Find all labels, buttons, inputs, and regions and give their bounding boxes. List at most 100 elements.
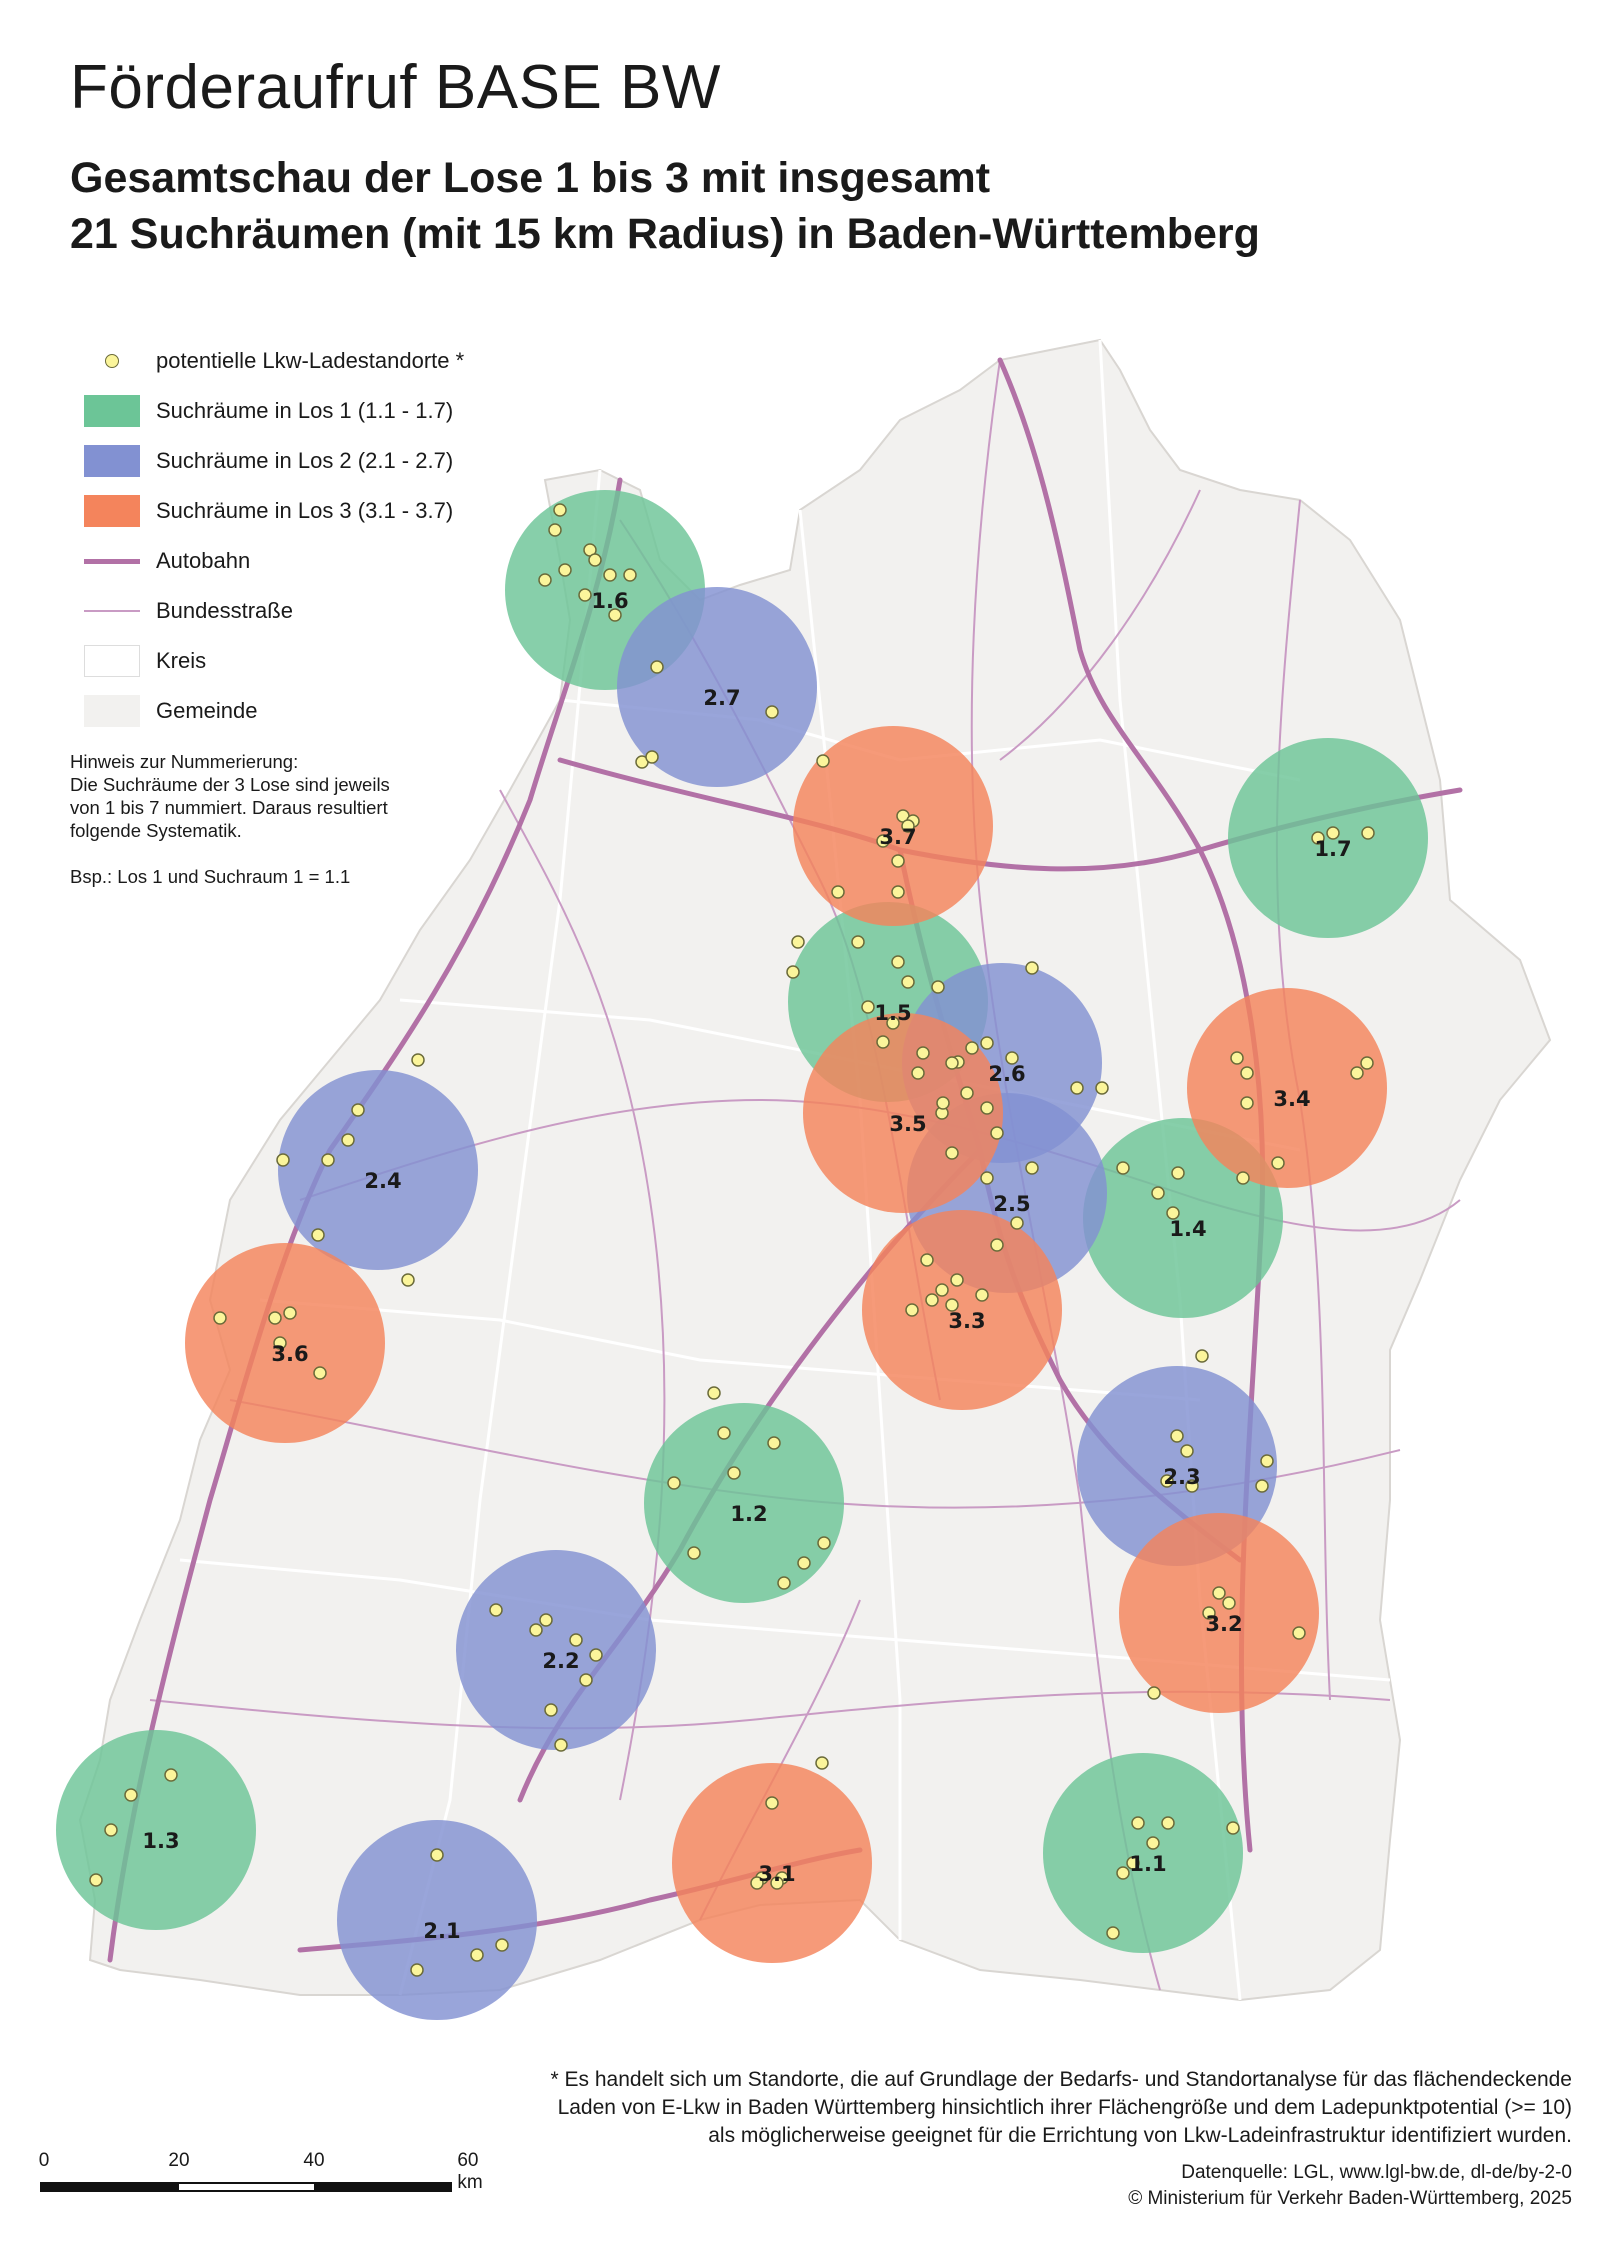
- station-point: [589, 1648, 603, 1662]
- footnote: * Es handelt sich um Standorte, die auf …: [272, 2066, 1572, 2150]
- station-point: [430, 1848, 444, 1862]
- source-line-1: Datenquelle: LGL, www.lgl-bw.de, dl-de/b…: [1181, 2162, 1572, 2183]
- station-point: [1230, 1051, 1244, 1065]
- search-zone-3-4: [1187, 988, 1387, 1188]
- note-line-3: folgende Systematik.: [70, 820, 242, 841]
- station-point: [89, 1873, 103, 1887]
- station-point: [1326, 826, 1340, 840]
- station-point: [1151, 1186, 1165, 1200]
- station-point: [283, 1306, 297, 1320]
- station-point: [1185, 1479, 1199, 1493]
- station-point: [891, 854, 905, 868]
- station-point: [410, 1963, 424, 1977]
- station-point: [667, 1476, 681, 1490]
- note-line-1: Die Suchräume der 3 Lose sind jeweils: [70, 774, 390, 795]
- station-point: [816, 754, 830, 768]
- station-point: [603, 568, 617, 582]
- search-zone-3-7: [793, 726, 993, 926]
- station-point: [980, 1101, 994, 1115]
- station-point: [861, 1000, 875, 1014]
- station-point: [891, 885, 905, 899]
- station-point: [990, 1238, 1004, 1252]
- scale-segment-2: [177, 2182, 316, 2192]
- scale-bar: 0 20 40 60 km: [38, 2150, 483, 2210]
- zone-label-3-5: 3.5: [889, 1112, 926, 1136]
- station-point: [1131, 1816, 1145, 1830]
- note-line-2: von 1 bis 7 nummiert. Daraus resultiert: [70, 797, 388, 818]
- station-point: [1311, 831, 1325, 845]
- station-point: [569, 1633, 583, 1647]
- zone-label-2-7: 2.7: [703, 686, 740, 710]
- footnote-line-2: Laden von E-Lkw in Baden Württemberg hin…: [557, 2096, 1572, 2119]
- station-point: [1240, 1096, 1254, 1110]
- search-zone-3-1: [672, 1763, 872, 1963]
- station-point: [750, 1876, 764, 1890]
- source-line-2: © Ministerium für Verkehr Baden-Württemb…: [1128, 2188, 1572, 2209]
- station-point: [1212, 1586, 1226, 1600]
- station-dot-icon: [105, 354, 119, 368]
- zone-label-1-6: 1.6: [591, 589, 628, 613]
- scale-tick-20: 20: [168, 2150, 190, 2171]
- los2-swatch: [84, 445, 140, 477]
- scale-tick-0: 0: [38, 2150, 50, 2171]
- station-point: [687, 1546, 701, 1560]
- station-point: [935, 1283, 949, 1297]
- zone-label-2-4: 2.4: [364, 1169, 401, 1193]
- zone-label-1-2: 1.2: [730, 1502, 767, 1526]
- station-point: [707, 1386, 721, 1400]
- autobahn-line-swatch: [84, 558, 140, 564]
- los3-swatch: [84, 495, 140, 527]
- station-point: [1166, 1206, 1180, 1220]
- station-point: [1350, 1066, 1364, 1080]
- station-point: [960, 1086, 974, 1100]
- station-point: [891, 955, 905, 969]
- station-point: [1271, 1156, 1285, 1170]
- legend-item-los2: Suchräume in Los 2 (2.1 - 2.7): [84, 436, 524, 486]
- station-point: [1260, 1454, 1274, 1468]
- zone-label-2-6: 2.6: [988, 1062, 1025, 1086]
- legend-label-los2: Suchräume in Los 2 (2.1 - 2.7): [156, 448, 454, 473]
- station-point: [727, 1466, 741, 1480]
- station-point: [558, 563, 572, 577]
- station-point: [1116, 1866, 1130, 1880]
- gemeinde-swatch: [84, 695, 140, 727]
- station-point: [1025, 961, 1039, 975]
- station-point: [495, 1938, 509, 1952]
- station-point: [925, 1293, 939, 1307]
- station-point: [786, 965, 800, 979]
- station-point: [831, 885, 845, 899]
- station-point: [1070, 1081, 1084, 1095]
- station-point: [945, 1146, 959, 1160]
- station-point: [539, 1613, 553, 1627]
- station-point: [268, 1311, 282, 1325]
- search-zone-2-4: [278, 1070, 478, 1270]
- legend-item-bundesstrasse: Bundesstraße: [84, 586, 524, 636]
- station-point: [538, 573, 552, 587]
- station-point: [945, 1056, 959, 1070]
- subtitle-line-2: 21 Suchräumen (mit 15 km Radius) in Bade…: [70, 210, 1260, 258]
- station-point: [851, 935, 865, 949]
- kreis-swatch: [84, 645, 140, 677]
- subtitle-line-1: Gesamtschau der Lose 1 bis 3 mit insgesa…: [70, 154, 991, 202]
- station-point: [886, 1016, 900, 1030]
- note-example: Bsp.: Los 1 und Suchraum 1 = 1.1: [70, 866, 351, 887]
- station-point: [1005, 1051, 1019, 1065]
- zone-label-3-1: 3.1: [758, 1862, 795, 1886]
- station-point: [341, 1133, 355, 1147]
- station-point: [164, 1768, 178, 1782]
- station-point: [765, 1796, 779, 1810]
- station-point: [1106, 1926, 1120, 1940]
- station-point: [717, 1426, 731, 1440]
- station-point: [623, 568, 637, 582]
- zone-label-3-2: 3.2: [1205, 1612, 1242, 1636]
- scale-segment-3: [314, 2182, 452, 2192]
- legend-item-autobahn: Autobahn: [84, 536, 524, 586]
- station-point: [529, 1623, 543, 1637]
- note-heading: Hinweis zur Nummerierung:: [70, 751, 299, 772]
- station-point: [791, 935, 805, 949]
- station-point: [1161, 1816, 1175, 1830]
- footnote-line-1: * Es handelt sich um Standorte, die auf …: [550, 2068, 1572, 2091]
- station-point: [1126, 1856, 1140, 1870]
- station-point: [554, 1738, 568, 1752]
